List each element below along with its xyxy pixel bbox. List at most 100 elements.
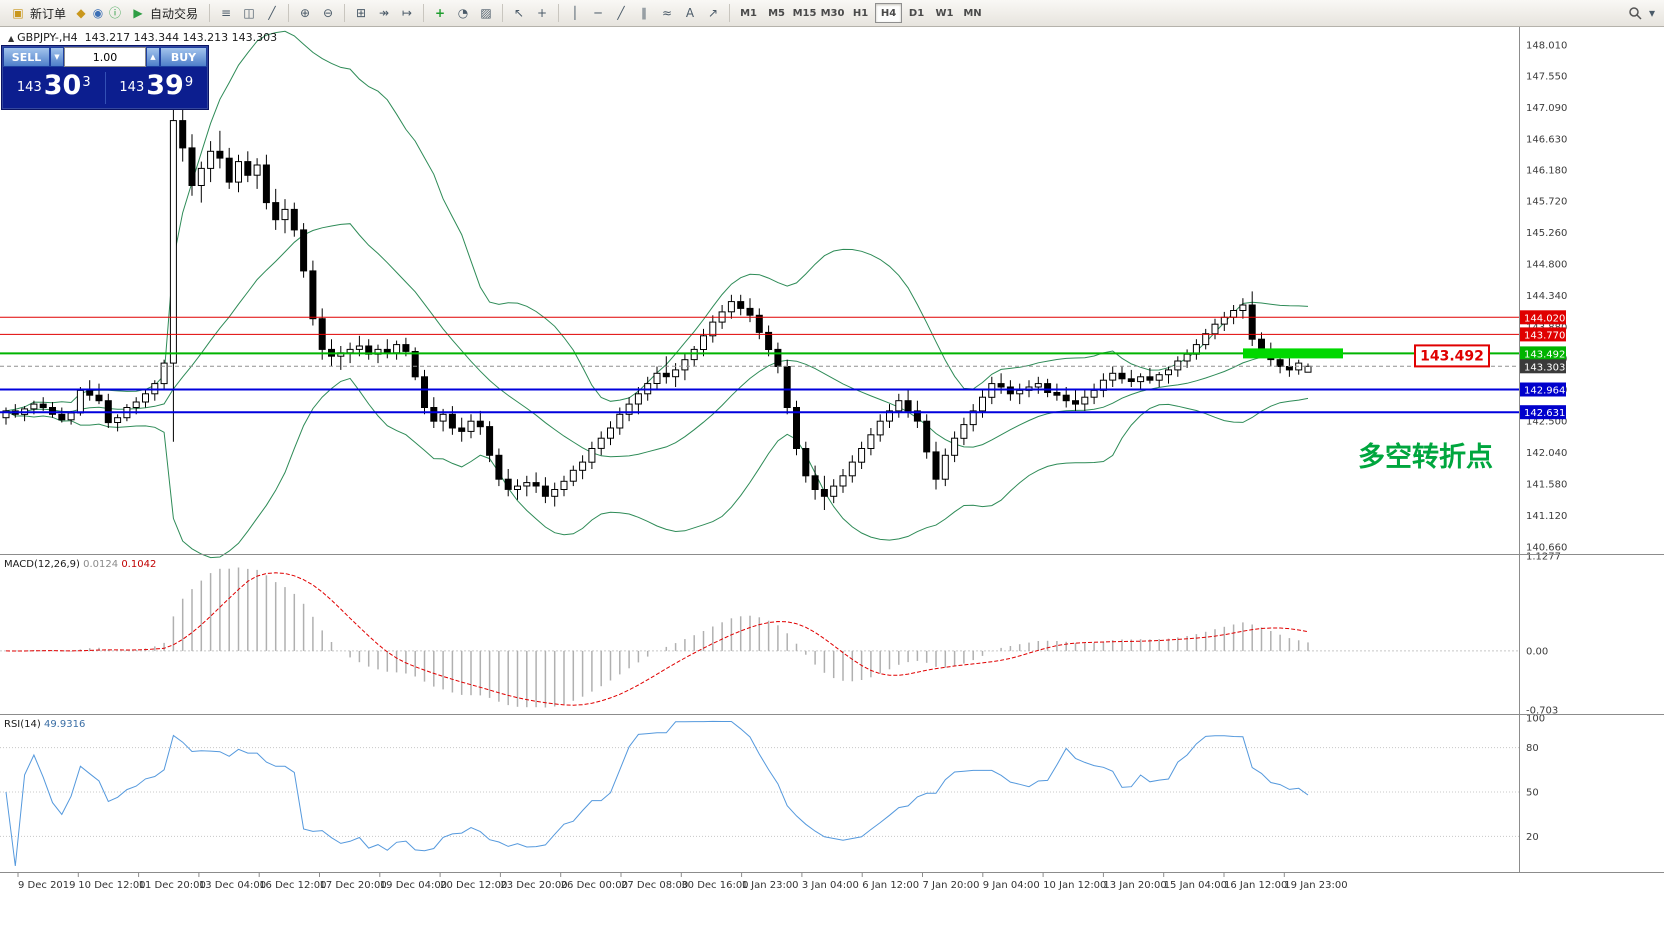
trade-panel-controls: SELL ▼ ▲ BUY: [3, 47, 207, 67]
periods-button[interactable]: ◔: [452, 2, 474, 24]
search-dropdown-icon[interactable]: ▾: [1648, 6, 1656, 20]
time-tick-label: 27 Dec 08:00: [621, 880, 688, 891]
fibonacci-button[interactable]: ≈: [656, 2, 678, 24]
timeframe-button-h1[interactable]: H1: [847, 3, 874, 23]
price-tag-text: 143.492: [1524, 349, 1565, 360]
time-tick-label: 19 Jan 23:00: [1284, 880, 1347, 891]
rsi-axis-label: 50: [1526, 788, 1539, 799]
sell-price[interactable]: 143 30 3: [3, 72, 105, 104]
zoom-out-button[interactable]: ⊖: [317, 2, 339, 24]
line-chart-icon: ╱: [268, 6, 276, 20]
rsi-label: RSI(14) 49.9316: [4, 719, 85, 730]
timeframe-button-d1[interactable]: D1: [903, 3, 930, 23]
line-chart-button[interactable]: ╱: [261, 2, 283, 24]
rsi-line: [5, 720, 1309, 867]
search-icon[interactable]: [1627, 5, 1643, 21]
price-callout-text: 143.492: [1420, 348, 1484, 364]
time-tick-label: 9 Jan 04:00: [983, 880, 1040, 891]
bollinger-middle: [5, 223, 1309, 458]
price-tag-143.492: [1520, 346, 1566, 361]
toolbar-separator: [423, 4, 425, 22]
time-tick-label: 1 Jan 23:00: [742, 880, 799, 891]
fibonacci-icon: ≈: [662, 6, 673, 20]
buy-price[interactable]: 143 39 9: [106, 72, 208, 104]
zoom-in-button[interactable]: ⊕: [294, 2, 316, 24]
time-tick-label: 15 Jan 04:00: [1164, 880, 1227, 891]
auto-scroll-button[interactable]: ↠: [373, 2, 395, 24]
horizontal-line-button[interactable]: ─: [587, 2, 609, 24]
timeframe-button-w1[interactable]: W1: [931, 3, 958, 23]
vertical-line-button[interactable]: │: [564, 2, 586, 24]
timeframe-button-m5[interactable]: M5: [763, 3, 790, 23]
crosshair-button[interactable]: +: [531, 2, 553, 24]
indicators-add-button[interactable]: +: [429, 2, 451, 24]
timeframe-button-mn[interactable]: MN: [959, 3, 986, 23]
timeframe-button-m30[interactable]: M30: [819, 3, 846, 23]
price-tag-text: 142.631: [1524, 408, 1565, 419]
symbol-ohlc-line: ▲ GBPJPY-,H4 143.217 143.344 143.213 143.…: [8, 31, 277, 44]
lot-up-button[interactable]: ▲: [146, 47, 160, 67]
price-tick: 144.800: [1526, 260, 1567, 271]
rsi-axis-label: 80: [1526, 743, 1539, 754]
cursor-button[interactable]: ↖: [508, 2, 530, 24]
timeframe-button-h4[interactable]: H4: [875, 3, 903, 23]
market-watch-icon[interactable]: ◉: [92, 6, 104, 20]
chart-shift-button[interactable]: ↦: [396, 2, 418, 24]
sell-dropdown-button[interactable]: ▼: [50, 47, 64, 67]
toolbar-separator: [729, 4, 731, 22]
arrows-tool-button[interactable]: ↗: [702, 2, 724, 24]
horizontal-line-icon: ─: [594, 6, 602, 20]
price-tag-142.631: [1520, 405, 1566, 420]
time-tick-label: 20 Dec 12:00: [440, 880, 507, 891]
price-tag-143.770: [1520, 327, 1566, 342]
turning-point-annotation[interactable]: 多空转折点: [1358, 441, 1493, 473]
symbol-arrow-icon: ▲: [8, 34, 15, 43]
price-tick: 146.630: [1526, 135, 1567, 146]
buy-price-main: 143: [119, 79, 145, 95]
templates-button[interactable]: ▨: [475, 2, 497, 24]
tile-windows-button[interactable]: ⊞: [350, 2, 372, 24]
sell-price-main: 143: [16, 79, 42, 95]
profiles-icon[interactable]: ◆: [76, 6, 86, 20]
macd-axis-label: -0.703: [1526, 706, 1558, 717]
tile-windows-icon: ⊞: [356, 6, 367, 20]
vertical-line-icon: │: [571, 6, 579, 20]
green-highlight-box[interactable]: [1243, 348, 1343, 359]
toolbar-separator: [344, 4, 346, 22]
price-callout-box[interactable]: [1414, 344, 1490, 368]
price-tick: 142.040: [1526, 448, 1567, 459]
candlestick-chart-button[interactable]: ◫: [238, 2, 260, 24]
lot-size-input[interactable]: [64, 47, 146, 67]
equidistant-channel-button[interactable]: ∥: [633, 2, 655, 24]
buy-button[interactable]: BUY: [160, 47, 207, 67]
macd-histogram: [14, 567, 1309, 708]
buy-price-big: 39: [146, 69, 184, 101]
price-tick: 147.090: [1526, 103, 1567, 114]
trendline-button[interactable]: ╱: [610, 2, 632, 24]
periods-icon: ◔: [457, 6, 469, 20]
info-icon[interactable]: ⓘ: [109, 6, 122, 20]
auto-trading-button[interactable]: ▶ 自动交易: [124, 2, 204, 24]
price-tick: 144.340: [1526, 291, 1567, 302]
equidistant-channel-icon: ∥: [641, 6, 648, 20]
time-tick-label: 17 Dec 20:00: [320, 880, 387, 891]
bar-chart-button[interactable]: ≡: [215, 2, 237, 24]
sell-button[interactable]: SELL: [3, 47, 50, 67]
rsi-axis-label: 20: [1526, 832, 1539, 843]
text-tool-button[interactable]: A: [679, 2, 701, 24]
trade-panel-prices: 143 30 3 143 39 9: [3, 67, 207, 108]
symbol-name: GBPJPY-,H4: [17, 31, 78, 44]
time-tick-label: 6 Jan 12:00: [862, 880, 919, 891]
new-order-button[interactable]: ▣ 新订单: [4, 2, 72, 24]
price-tag-144.020: [1520, 310, 1566, 325]
play-icon: ▶: [133, 6, 143, 20]
new-order-label: 新订单: [30, 6, 67, 21]
time-tick-label: 26 Dec 00:00: [561, 880, 628, 891]
timeframe-button-m1[interactable]: M1: [735, 3, 762, 23]
text-tool-icon: A: [685, 6, 695, 20]
auto-trading-label: 自动交易: [150, 6, 199, 21]
trendline-icon: ╱: [617, 6, 625, 20]
timeframe-button-m15[interactable]: M15: [791, 3, 818, 23]
